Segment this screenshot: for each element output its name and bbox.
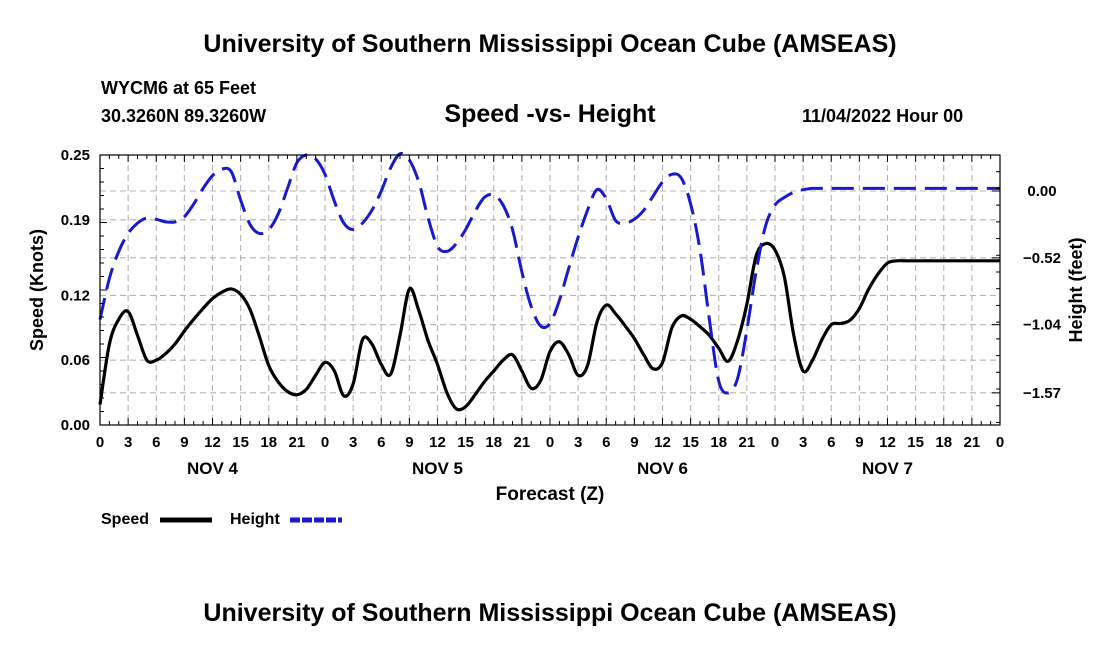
x-tick-label: 0 (321, 434, 329, 451)
axis-layer: 0 3 6 9 12 15 18 21 0 3 6 9 12 15 18 21 0 3 6 9 12 15 18 21 0 3 6 9… (61, 147, 1062, 478)
y2-tick-label: −0.52 (1023, 250, 1061, 267)
y2-tick-label: −1.04 (1023, 317, 1062, 334)
x-tick-label: 12 (654, 434, 671, 451)
coordinates-label: 30.3260N 89.3260W (101, 106, 267, 126)
day-label: NOV 7 (862, 459, 913, 478)
x-tick-label: 12 (879, 434, 896, 451)
x-tick-label: 0 (546, 434, 554, 451)
x-tick-label: 6 (377, 434, 385, 451)
x-tick-label: 0 (996, 434, 1004, 451)
x-tick-label: 3 (574, 434, 582, 451)
x-tick-label: 6 (827, 434, 835, 451)
x-tick-label: 18 (485, 434, 502, 451)
x-tick-label: 15 (907, 434, 924, 451)
page-title: University of Southern Mississippi Ocean… (203, 30, 897, 58)
x-tick-label: 9 (405, 434, 413, 451)
day-label: NOV 6 (637, 459, 688, 478)
y-tick-label: 0.19 (61, 212, 90, 229)
x-tick-label: 6 (602, 434, 610, 451)
x-tick-label: 15 (457, 434, 474, 451)
series-layer (98, 151, 1000, 412)
y-tick-label: 0.12 (61, 287, 90, 304)
legend-speed-label: Speed (101, 511, 149, 528)
forecast-datetime: 11/04/2022 Hour 00 (802, 106, 964, 126)
x-tick-label: 21 (289, 434, 306, 451)
day-label: NOV 4 (187, 459, 239, 478)
x-tick-label: 21 (739, 434, 756, 451)
x-tick-label: 21 (514, 434, 531, 451)
chart-subtitle: Speed -vs- Height (444, 100, 656, 128)
x-tick-label: 3 (799, 434, 807, 451)
x-tick-label: 18 (710, 434, 727, 451)
x-tick-label: 0 (771, 434, 779, 451)
x-axis-label: Forecast (Z) (496, 484, 605, 505)
x-tick-label: 18 (260, 434, 277, 451)
x-tick-label: 9 (180, 434, 188, 451)
grid-layer (100, 155, 1000, 425)
y2-tick-label: −1.57 (1023, 385, 1061, 402)
x-tick-label: 3 (349, 434, 357, 451)
legend-height-label: Height (230, 511, 280, 528)
station-label: WYCM6 at 65 Feet (101, 78, 257, 98)
x-tick-label: 0 (96, 434, 104, 451)
y-tick-label: 0.06 (61, 352, 90, 369)
x-tick-label: 15 (682, 434, 699, 451)
legend: Speed Height (101, 511, 342, 528)
x-tick-label: 21 (964, 434, 981, 451)
x-tick-label: 12 (429, 434, 446, 451)
x-tick-label: 12 (204, 434, 221, 451)
y-tick-label: 0.00 (61, 417, 90, 434)
y2-axis-label: Height (feet) (1066, 238, 1086, 343)
speed-series-line (98, 241, 1000, 412)
footer-title: University of Southern Mississippi Ocean… (203, 599, 897, 627)
y-tick-label: 0.25 (61, 147, 90, 164)
x-tick-label: 3 (124, 434, 132, 451)
height-series-line (98, 151, 1000, 395)
y2-tick-label: 0.00 (1027, 183, 1056, 200)
x-tick-label: 9 (630, 434, 638, 451)
x-tick-label: 18 (935, 434, 952, 451)
x-tick-label: 15 (232, 434, 249, 451)
y-axis-label: Speed (Knots) (27, 229, 47, 351)
day-label: NOV 5 (412, 459, 463, 478)
x-tick-label: 9 (855, 434, 863, 451)
x-tick-label: 6 (152, 434, 160, 451)
